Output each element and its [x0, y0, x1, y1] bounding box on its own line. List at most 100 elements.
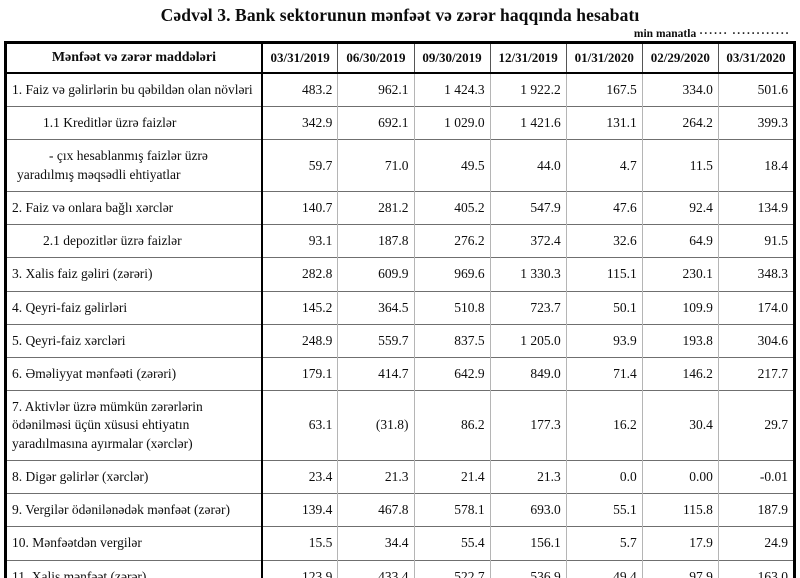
- column-header-date: 06/30/2019: [337, 42, 414, 74]
- row-value: 59.7: [261, 139, 338, 192]
- row-value: 16.2: [565, 390, 643, 461]
- row-value: 187.8: [337, 224, 414, 258]
- row-value: 93.1: [261, 224, 338, 258]
- row-value: 86.2: [413, 390, 491, 461]
- row-value: 348.3: [717, 257, 795, 292]
- row-label: 3. Xalis faiz gəliri (zərəri): [5, 257, 263, 292]
- row-value: 11.5: [641, 139, 719, 192]
- row-value: 282.8: [261, 257, 338, 292]
- row-value: 146.2: [641, 356, 719, 391]
- row-value: 156.1: [489, 526, 567, 560]
- row-value: 342.9: [261, 106, 338, 140]
- table-header-row: Mənfəət və zərər maddələri 03/31/2019 06/…: [5, 42, 795, 74]
- table-row: 2. Faiz və onlara bağlı xərclər 140.7 281.…: [5, 190, 795, 225]
- row-value: 34.4: [337, 526, 414, 560]
- row-label: 1. Faiz və gəlirlərin bu qəbildən olan n…: [5, 72, 263, 107]
- row-value: 123.9: [261, 559, 338, 578]
- row-value: 163.0: [717, 559, 795, 578]
- row-value: 21.3: [489, 459, 567, 494]
- row-value: 32.6: [565, 224, 643, 258]
- row-value: 723.7: [489, 290, 567, 325]
- row-value: 248.9: [261, 323, 338, 358]
- row-value: 21.4: [413, 459, 491, 494]
- row-value: 71.0: [337, 139, 414, 192]
- row-value: 578.1: [413, 493, 491, 527]
- row-value: 372.4: [489, 224, 567, 258]
- table-row: 6. Əməliyyat mənfəəti (zərəri) 179.1 414.7…: [5, 356, 795, 391]
- row-value: 1 922.2: [489, 72, 567, 107]
- column-header-date: 02/29/2020: [641, 42, 719, 74]
- row-value: 4.7: [565, 139, 643, 192]
- table-row: 9. Vergilər ödənilənədək mənfəət (zərər)…: [5, 493, 795, 527]
- table-row: 3. Xalis faiz gəliri (zərəri) 282.8 609.9 9…: [5, 257, 795, 292]
- row-value: 18.4: [717, 139, 795, 192]
- row-value: 399.3: [717, 106, 795, 140]
- row-label: 9. Vergilər ödənilənədək mənfəət (zərər): [5, 493, 263, 527]
- row-value: 849.0: [489, 356, 567, 391]
- row-value: 304.6: [717, 323, 795, 358]
- row-value: 264.2: [641, 106, 719, 140]
- row-value: 483.2: [261, 72, 338, 107]
- row-value: 64.9: [641, 224, 719, 258]
- row-label: 11. Xalis mənfəət (zərər): [5, 559, 263, 578]
- row-value: 1 330.3: [489, 257, 567, 292]
- row-value: 962.1: [337, 72, 414, 107]
- row-label: 6. Əməliyyat mənfəəti (zərəri): [5, 356, 263, 391]
- row-value: 145.2: [261, 290, 338, 325]
- row-value: 5.7: [565, 526, 643, 560]
- row-value: 93.9: [565, 323, 643, 358]
- row-value: 134.9: [717, 190, 795, 225]
- table-row: 2.1 depozitlər üzrə faizlər 93.1 187.8 276.…: [5, 224, 795, 258]
- row-value: 230.1: [641, 257, 719, 292]
- row-value: 609.9: [337, 257, 414, 292]
- row-value: 174.0: [717, 290, 795, 325]
- row-value: -0.01: [717, 459, 795, 494]
- page-title: Cədvəl 3. Bank sektorunun mənfəət və zər…: [160, 5, 640, 25]
- unit-note-dots: ······ ············: [699, 28, 790, 40]
- row-value: 187.9: [717, 493, 795, 527]
- row-value: 23.4: [261, 459, 338, 494]
- table-row: 8. Digər gəlirlər (xərclər) 23.4 21.3 21.4 2…: [5, 459, 795, 494]
- row-label: 7. Aktivlər üzrə mümkün zərərlərin ödəni…: [5, 390, 263, 461]
- column-header-date: 03/31/2019: [261, 42, 338, 74]
- row-value: 44.0: [489, 139, 567, 192]
- row-value: 414.7: [337, 356, 414, 391]
- row-value: 109.9: [641, 290, 719, 325]
- table-row: 10. Mənfəətdən vergilər 15.5 34.4 55.4 156.1…: [5, 526, 795, 560]
- row-value: 692.1: [337, 106, 414, 140]
- row-label: 2. Faiz və onlara bağlı xərclər: [5, 190, 263, 225]
- row-value: 17.9: [641, 526, 719, 560]
- row-value: 91.5: [717, 224, 795, 258]
- column-header-date: 09/30/2019: [413, 42, 491, 74]
- row-value: 71.4: [565, 356, 643, 391]
- table-row: 5. Qeyri-faiz xərcləri 248.9 559.7 837.5 1 2…: [5, 323, 795, 358]
- row-value: 131.1: [565, 106, 643, 140]
- row-value: 115.1: [565, 257, 643, 292]
- column-header-items: Mənfəət və zərər maddələri: [5, 42, 263, 74]
- row-value: 47.6: [565, 190, 643, 225]
- row-label: 8. Digər gəlirlər (xərclər): [5, 459, 263, 494]
- table-row: 1. Faiz və gəlirlərin bu qəbildən olan n…: [5, 72, 795, 107]
- row-value: 24.9: [717, 526, 795, 560]
- profit-loss-table: Mənfəət və zərər maddələri 03/31/2019 06/…: [4, 41, 796, 578]
- row-value: 177.3: [489, 390, 567, 461]
- row-value: 140.7: [261, 190, 338, 225]
- row-value: 50.1: [565, 290, 643, 325]
- row-value: 49.5: [413, 139, 491, 192]
- row-value: 167.5: [565, 72, 643, 107]
- table-row: 1.1 Kreditlər üzrə faizlər 342.9 692.1 1 02…: [5, 106, 795, 140]
- row-value: 522.7: [413, 559, 491, 578]
- row-value: 364.5: [337, 290, 414, 325]
- row-value: 21.3: [337, 459, 414, 494]
- row-value: 30.4: [641, 390, 719, 461]
- row-label: 2.1 depozitlər üzrə faizlər: [5, 224, 263, 258]
- row-label: 5. Qeyri-faiz xərcləri: [5, 323, 263, 358]
- row-value: 1 029.0: [413, 106, 491, 140]
- table-body: 1. Faiz və gəlirlərin bu qəbildən olan n…: [5, 72, 795, 578]
- row-value: 63.1: [261, 390, 338, 461]
- row-value: 55.1: [565, 493, 643, 527]
- row-value: (31.8): [337, 390, 414, 461]
- row-value: 15.5: [261, 526, 338, 560]
- row-value: 501.6: [717, 72, 795, 107]
- row-value: 693.0: [489, 493, 567, 527]
